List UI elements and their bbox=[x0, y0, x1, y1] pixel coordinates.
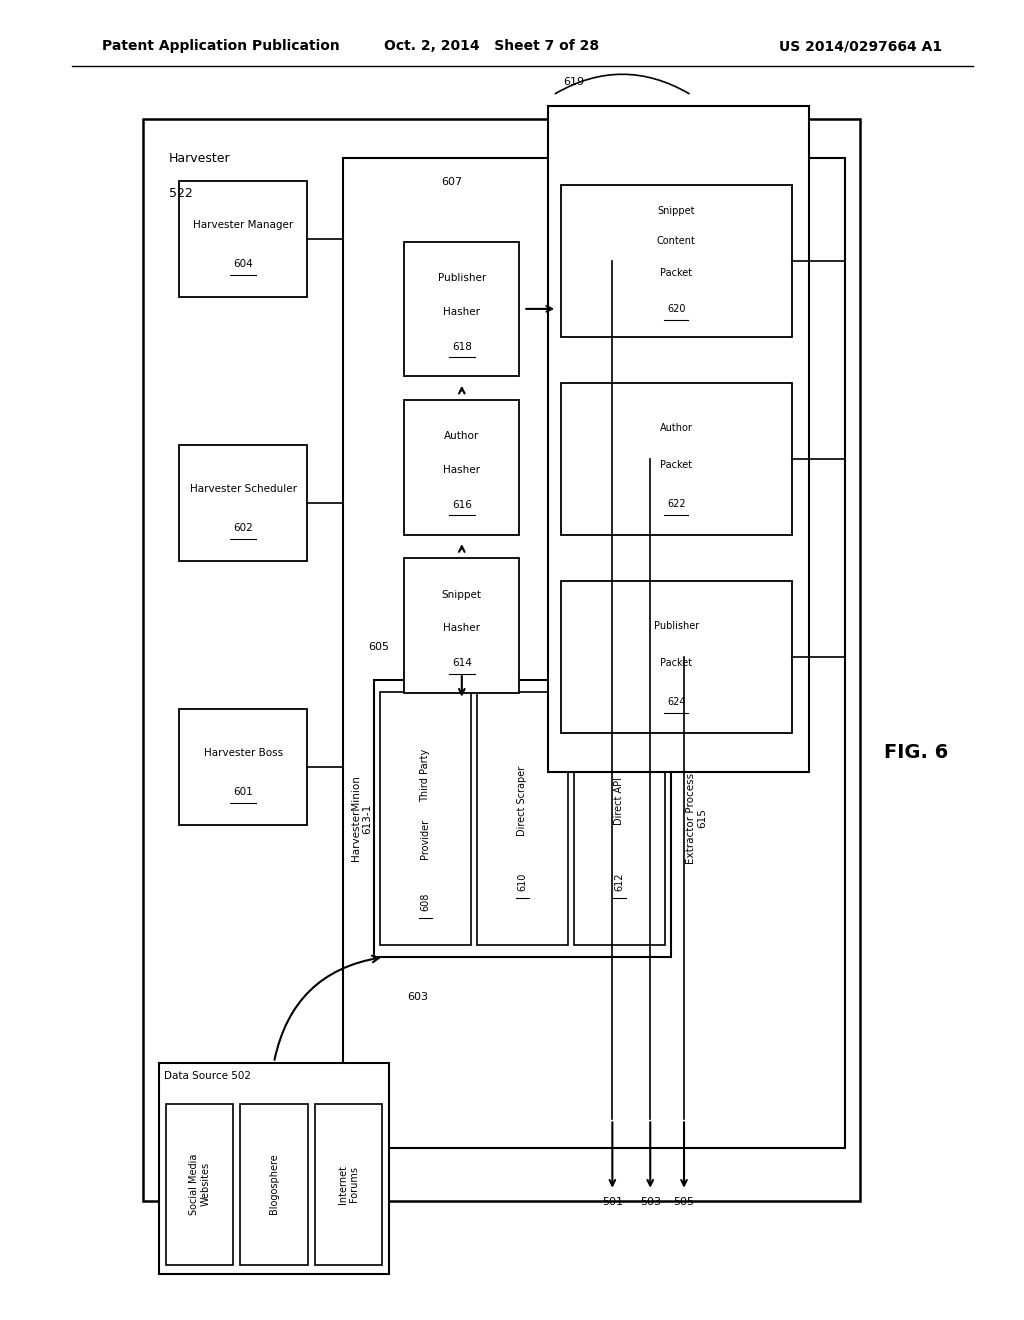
Text: HarvesterMinion
613-1: HarvesterMinion 613-1 bbox=[350, 775, 373, 862]
Text: Packet: Packet bbox=[660, 268, 692, 277]
Text: 622: 622 bbox=[667, 499, 686, 510]
Text: Harvester Scheduler: Harvester Scheduler bbox=[189, 484, 297, 494]
Text: Patent Application Publication: Patent Application Publication bbox=[102, 40, 340, 53]
Text: Snippet: Snippet bbox=[657, 206, 695, 215]
Text: Snippet: Snippet bbox=[441, 590, 482, 599]
Bar bbox=[380, 692, 471, 945]
FancyArrowPatch shape bbox=[555, 74, 689, 94]
Text: US 2014/0297664 A1: US 2014/0297664 A1 bbox=[779, 40, 942, 53]
Bar bbox=[561, 383, 792, 535]
Text: Packet: Packet bbox=[660, 657, 692, 668]
Bar bbox=[404, 242, 519, 376]
Text: Harvester: Harvester bbox=[169, 152, 230, 165]
Text: Publisher: Publisher bbox=[653, 622, 699, 631]
Bar bbox=[179, 445, 307, 561]
Text: Third Party: Third Party bbox=[420, 748, 430, 803]
Bar bbox=[561, 581, 792, 733]
Text: 624: 624 bbox=[667, 697, 686, 708]
Text: 610: 610 bbox=[517, 873, 527, 891]
Text: 618: 618 bbox=[452, 342, 472, 351]
Text: Data Source 502: Data Source 502 bbox=[164, 1071, 251, 1081]
Text: 614: 614 bbox=[452, 659, 472, 668]
Text: Direct Scraper: Direct Scraper bbox=[517, 766, 527, 836]
Bar bbox=[143, 119, 860, 1201]
Text: Hasher: Hasher bbox=[443, 465, 480, 475]
Text: 607: 607 bbox=[441, 177, 462, 187]
Text: Publisher: Publisher bbox=[437, 273, 486, 282]
Text: Extractor Process
615: Extractor Process 615 bbox=[685, 772, 708, 865]
Text: 616: 616 bbox=[452, 500, 472, 510]
Bar bbox=[561, 185, 792, 337]
Bar bbox=[166, 1104, 233, 1265]
Text: Author: Author bbox=[444, 432, 479, 441]
Text: 522: 522 bbox=[169, 187, 193, 201]
Text: 612: 612 bbox=[614, 873, 625, 891]
Text: Packet: Packet bbox=[660, 459, 692, 470]
Text: Hasher: Hasher bbox=[443, 306, 480, 317]
Text: Content: Content bbox=[657, 236, 695, 246]
Text: Provider: Provider bbox=[420, 818, 430, 859]
Text: Direct API: Direct API bbox=[614, 776, 625, 825]
FancyArrowPatch shape bbox=[274, 956, 379, 1060]
Text: Blogosphere: Blogosphere bbox=[269, 1154, 279, 1214]
Bar bbox=[314, 1104, 382, 1265]
Text: Author: Author bbox=[659, 424, 693, 433]
Text: Harvester Boss: Harvester Boss bbox=[204, 748, 283, 758]
Text: Internet
Forums: Internet Forums bbox=[338, 1164, 359, 1204]
Bar bbox=[179, 709, 307, 825]
Text: 620: 620 bbox=[667, 305, 686, 314]
Bar bbox=[374, 680, 671, 957]
Text: 503: 503 bbox=[640, 1197, 660, 1208]
Text: 608: 608 bbox=[420, 892, 430, 911]
Text: FIG. 6: FIG. 6 bbox=[885, 743, 948, 762]
Bar bbox=[159, 1063, 389, 1274]
Text: Hasher: Hasher bbox=[443, 623, 480, 634]
Text: 603: 603 bbox=[407, 991, 428, 1002]
Bar bbox=[573, 692, 665, 945]
Text: Harvester Manager: Harvester Manager bbox=[194, 220, 293, 230]
Bar bbox=[343, 158, 845, 1148]
Text: 601: 601 bbox=[233, 788, 253, 797]
Bar bbox=[404, 558, 519, 693]
Bar bbox=[548, 106, 809, 772]
Bar bbox=[404, 400, 519, 535]
Bar bbox=[477, 692, 567, 945]
Text: 505: 505 bbox=[674, 1197, 694, 1208]
Text: Oct. 2, 2014   Sheet 7 of 28: Oct. 2, 2014 Sheet 7 of 28 bbox=[384, 40, 599, 53]
Text: 501: 501 bbox=[602, 1197, 623, 1208]
Text: 602: 602 bbox=[233, 524, 253, 533]
Text: 604: 604 bbox=[233, 260, 253, 269]
Bar bbox=[179, 181, 307, 297]
Bar bbox=[241, 1104, 307, 1265]
Text: 605: 605 bbox=[369, 642, 389, 652]
Text: Social Media
Websites: Social Media Websites bbox=[188, 1154, 210, 1214]
Text: 619: 619 bbox=[563, 77, 584, 87]
